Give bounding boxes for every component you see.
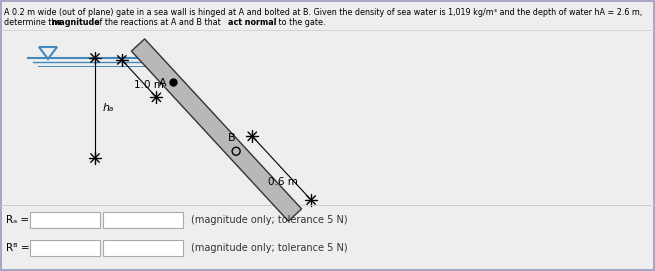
Polygon shape	[132, 39, 301, 221]
Text: A: A	[159, 78, 166, 88]
Bar	[103, 240, 183, 256]
Text: of the reactions at A and B that: of the reactions at A and B that	[92, 18, 223, 27]
Text: (magnitude only; tolerance 5 N): (magnitude only; tolerance 5 N)	[191, 243, 348, 253]
Bar	[103, 212, 183, 228]
Text: 0.6 m: 0.6 m	[269, 177, 298, 187]
Text: to the gate.: to the gate.	[276, 18, 326, 27]
Text: B: B	[228, 133, 236, 143]
Text: Number: Number	[45, 243, 84, 253]
Text: Number: Number	[45, 215, 84, 225]
Bar	[30, 212, 100, 228]
Text: Units: Units	[130, 243, 156, 253]
Text: A 0.2 m wide (out of plane) gate in a sea wall is hinged at A and bolted at B. G: A 0.2 m wide (out of plane) gate in a se…	[4, 8, 643, 17]
Text: (magnitude only; tolerance 5 N): (magnitude only; tolerance 5 N)	[191, 215, 348, 225]
Text: hₐ: hₐ	[103, 103, 115, 113]
Text: magnitude: magnitude	[51, 18, 100, 27]
Text: 1.0 m: 1.0 m	[134, 80, 164, 91]
Text: act normal: act normal	[228, 18, 276, 27]
Bar	[30, 240, 100, 256]
Text: Rᴮ =: Rᴮ =	[6, 243, 29, 253]
Text: Units: Units	[130, 215, 156, 225]
Text: determine the: determine the	[4, 18, 64, 27]
Text: Rₐ =: Rₐ =	[6, 215, 29, 225]
